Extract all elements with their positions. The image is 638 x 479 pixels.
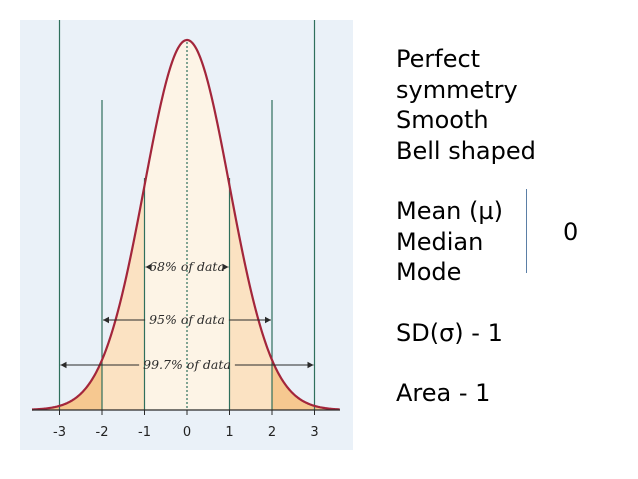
arrowhead-left [60, 361, 67, 369]
property-symmetry: symmetry [396, 75, 518, 104]
bell-curve [31, 38, 340, 411]
x-tick-label: 1 [225, 425, 233, 440]
tail-fill-right [272, 359, 340, 410]
x-tick-label: 3 [310, 425, 318, 440]
range-label: 95% of data [149, 312, 225, 327]
property-perfect: Perfect [396, 45, 481, 73]
range-label: 99.7% of data [143, 357, 231, 372]
label-median: Median [396, 227, 484, 256]
label-mode: Mode [396, 258, 462, 286]
arrowhead-right [222, 263, 229, 271]
arrowhead-left [103, 316, 109, 324]
arrowhead-left [145, 263, 152, 271]
label-mean: Mean (µ) [396, 197, 504, 225]
center-fill [144, 40, 230, 410]
x-tick-label: 0 [183, 425, 191, 440]
properties-panel: Perfect symmetry Smooth Bell shaped Mean… [396, 44, 626, 409]
normal-distribution-figure: -3 -2 -1 0 1 2 3 68% of data 95% of data 99.7% of… [20, 20, 353, 450]
tail-fill-left [32, 360, 102, 410]
center-value: 0 [563, 218, 579, 246]
property-bell-shaped: Bell shaped [396, 136, 536, 165]
grouping-bracket [516, 189, 527, 273]
range-label: 68% of data [149, 259, 225, 274]
bell-curve-svg: -3 -2 -1 0 1 2 3 68% of data 95% of data 99.7% of… [20, 20, 353, 450]
label-area: Area - 1 [396, 379, 491, 407]
arrowhead-right [265, 316, 271, 324]
x-tick-label: -3 [53, 425, 66, 440]
property-smooth: Smooth [396, 106, 489, 134]
x-tick-label: -1 [138, 425, 151, 440]
x-tick-label: 2 [268, 425, 276, 440]
x-tick-label: -2 [96, 425, 109, 440]
label-sd: SD(σ) - 1 [396, 318, 503, 347]
arrowhead-right [307, 361, 314, 369]
